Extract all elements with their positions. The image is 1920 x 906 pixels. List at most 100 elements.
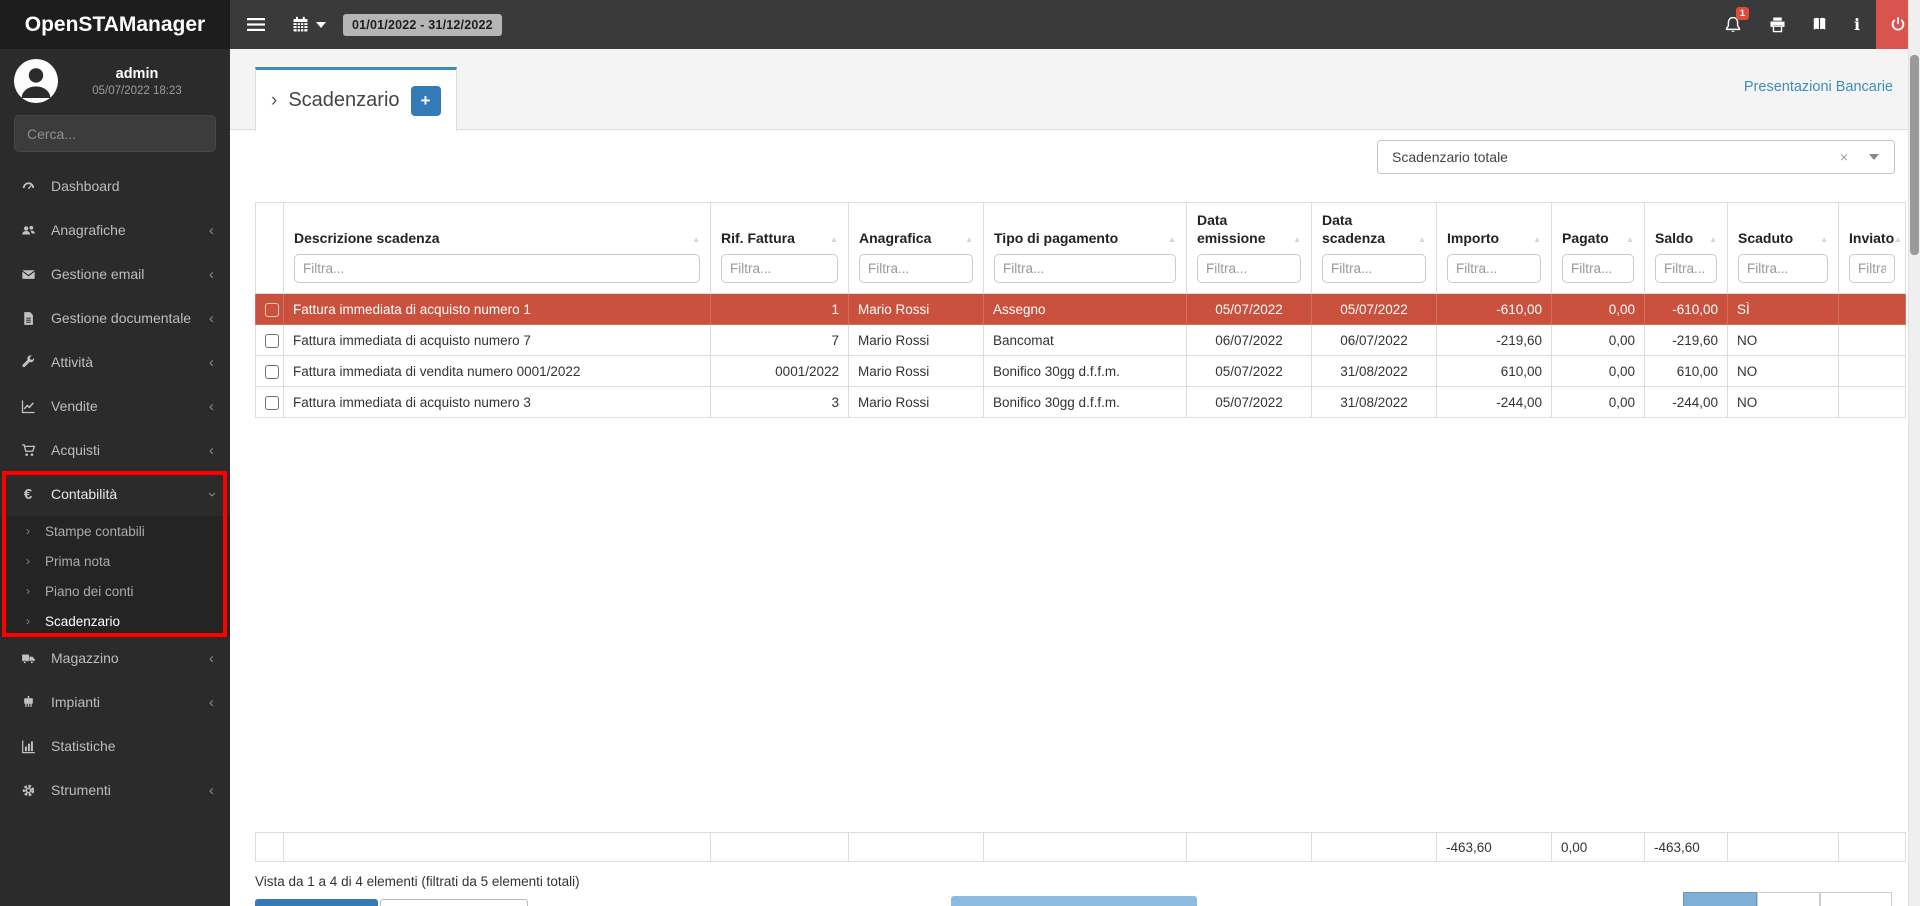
user-datetime: 05/07/2022 18:23 <box>92 84 182 97</box>
chevron-right-icon: › <box>26 524 30 538</box>
filter-input[interactable] <box>1738 254 1828 284</box>
search-input[interactable] <box>27 125 208 142</box>
column-header[interactable]: Anagrafica ▲ <box>848 201 984 295</box>
column-header[interactable]: Importo ▲ <box>1436 201 1552 295</box>
add-button[interactable]: + <box>410 85 441 116</box>
book-icon <box>1813 17 1825 30</box>
sidebar-item-strumenti[interactable]: Strumenti ‹ <box>0 768 230 812</box>
filter-input[interactable] <box>1322 254 1426 284</box>
cell-importo: -610,00 <box>1436 293 1552 326</box>
sort-icon[interactable]: ▲ <box>1168 234 1176 244</box>
filter-input[interactable] <box>1849 254 1895 284</box>
sidebar-item-stampe-contabili[interactable]: › Stampe contabili <box>0 516 230 546</box>
sort-icon[interactable]: ▲ <box>1418 234 1426 244</box>
filter-input[interactable] <box>994 254 1176 284</box>
sort-icon[interactable]: ▲ <box>1533 234 1541 244</box>
sidebar-item-gestione-email[interactable]: Gestione email ‹ <box>0 252 230 296</box>
table-row[interactable]: Fattura immediata di acquisto numero 3 3… <box>255 386 1906 419</box>
filter-input[interactable] <box>721 254 838 284</box>
column-header[interactable]: Rif. Fattura ▲ <box>710 201 849 295</box>
cell-saldo: -244,00 <box>1644 386 1728 419</box>
sidebar-item-impianti[interactable]: Impianti ‹ <box>0 680 230 724</box>
sidebar-item-scadenzario[interactable]: › Scadenzario <box>0 606 230 636</box>
scrollbar-thumb[interactable] <box>1910 55 1919 255</box>
chevron-left-icon: ‹ <box>209 441 214 459</box>
column-header[interactable]: Tipo di pagamento ▲ <box>983 201 1187 295</box>
secondary-button[interactable] <box>380 899 528 906</box>
filter-input[interactable] <box>294 254 700 284</box>
filter-input[interactable] <box>1562 254 1634 284</box>
sidebar-item-gestione-documentale[interactable]: Gestione documentale ‹ <box>0 296 230 340</box>
sidebar-item-attivita[interactable]: Attività ‹ <box>0 340 230 384</box>
row-checkbox[interactable] <box>265 365 279 380</box>
table-row[interactable]: Fattura immediata di acquisto numero 7 7… <box>255 324 1906 357</box>
table-info: Vista da 1 a 4 di 4 elementi (filtrati d… <box>255 874 580 889</box>
select-all-header <box>255 201 284 295</box>
date-range-badge[interactable]: 01/01/2022 - 31/12/2022 <box>343 13 502 36</box>
info-button[interactable]: i <box>1838 0 1876 49</box>
sidebar-item-vendite[interactable]: Vendite ‹ <box>0 384 230 428</box>
filter-input[interactable] <box>1655 254 1717 284</box>
column-header[interactable]: Pagato ▲ <box>1551 201 1645 295</box>
sort-icon[interactable]: ▲ <box>1626 234 1634 244</box>
document-icon <box>18 311 38 326</box>
notifications-button[interactable]: 1 <box>1714 0 1752 49</box>
table-row[interactable]: Fattura immediata di vendita numero 0001… <box>255 355 1906 388</box>
pagination-button[interactable] <box>1757 892 1820 906</box>
sort-icon[interactable]: ▲ <box>1820 234 1828 244</box>
sidebar-item-dashboard[interactable]: Dashboard <box>0 164 230 208</box>
wrench-icon <box>18 354 38 370</box>
column-header[interactable]: Descrizione scadenza ▲ <box>283 201 711 295</box>
sidebar-item-acquisti[interactable]: Acquisti ‹ <box>0 428 230 472</box>
row-checkbox[interactable] <box>265 396 279 411</box>
chevron-left-icon: ‹ <box>209 693 214 711</box>
pagination-active-page[interactable] <box>1683 892 1757 906</box>
filter-input[interactable] <box>1197 254 1301 284</box>
app-logo[interactable]: OpenSTAManager <box>0 0 230 49</box>
export-button[interactable] <box>255 899 378 906</box>
column-header[interactable]: Data scadenza ▲ <box>1311 201 1437 295</box>
sort-icon[interactable]: ▲ <box>692 234 700 244</box>
clear-icon[interactable]: × <box>1839 149 1848 165</box>
docs-button[interactable] <box>1800 0 1838 49</box>
sidebar-item-label: Acquisti <box>51 442 101 458</box>
sort-icon[interactable]: ▲ <box>830 234 838 244</box>
sidebar-item-statistiche[interactable]: Statistiche <box>0 724 230 768</box>
table-row[interactable]: Fattura immediata di acquisto numero 1 1… <box>255 293 1906 326</box>
sidebar-item-prima-nota[interactable]: › Prima nota <box>0 546 230 576</box>
column-header[interactable]: Data emissione ▲ <box>1186 201 1312 295</box>
filter-input[interactable] <box>1447 254 1541 284</box>
cart-icon <box>18 443 38 458</box>
sort-icon[interactable]: ▲ <box>1709 234 1717 244</box>
sort-icon[interactable]: ▲ <box>965 234 973 244</box>
presentazioni-bancarie-link[interactable]: Presentazioni Bancarie <box>1743 79 1893 95</box>
scadenzario-filter-select[interactable]: Scadenzario totale × <box>1377 140 1895 174</box>
row-checkbox[interactable] <box>265 334 279 349</box>
action-button[interactable] <box>951 896 1197 906</box>
gear-icon <box>18 783 38 798</box>
calendar-picker[interactable] <box>292 16 326 33</box>
sidebar-item-piano-dei-conti[interactable]: › Piano dei conti <box>0 576 230 606</box>
checkbox-cell <box>255 386 284 419</box>
column-header[interactable]: Scaduto ▲ <box>1727 201 1839 295</box>
column-header[interactable]: Saldo ▲ <box>1644 201 1728 295</box>
scrollbar-track[interactable] <box>1908 0 1920 906</box>
sidebar: OpenSTAManager admin 05/07/2022 18:23 Da <box>0 0 230 906</box>
sort-icon[interactable]: ▲ <box>1894 234 1903 244</box>
row-checkbox[interactable] <box>265 303 279 318</box>
print-button[interactable] <box>1758 0 1796 49</box>
pagination-button[interactable] <box>1820 892 1892 906</box>
cell-inviato <box>1838 386 1906 419</box>
tab-strip: › Scadenzario + Presentazioni Bancarie <box>230 49 1920 131</box>
tab-scadenzario[interactable]: › Scadenzario + <box>255 67 457 131</box>
cell-scadenza: 05/07/2022 <box>1311 293 1437 326</box>
sidebar-item-contabilita[interactable]: € Contabilità ‹ <box>0 472 230 516</box>
sidebar-item-anagrafiche[interactable]: Anagrafiche ‹ <box>0 208 230 252</box>
sidebar-item-magazzino[interactable]: Magazzino ‹ <box>0 636 230 680</box>
chart-line-icon <box>18 399 38 414</box>
sort-icon[interactable]: ▲ <box>1293 234 1301 244</box>
hamburger-menu-icon[interactable] <box>247 17 265 32</box>
column-header[interactable]: Inviato ▲ <box>1838 201 1906 295</box>
filter-input[interactable] <box>859 254 973 284</box>
cell-saldo: 610,00 <box>1644 355 1728 388</box>
